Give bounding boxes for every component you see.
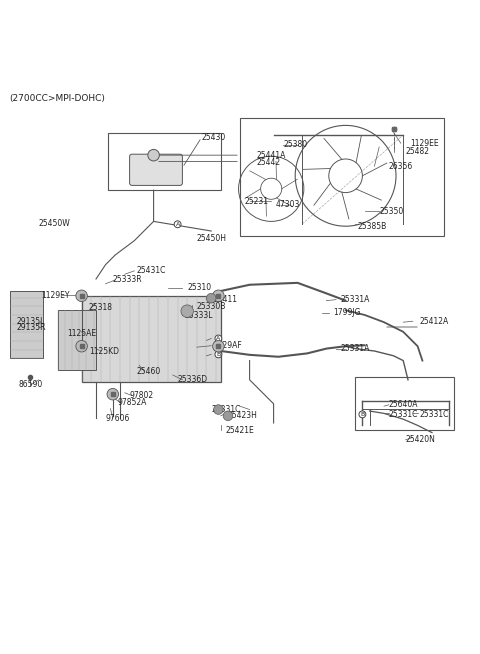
Text: 25441A: 25441A <box>257 150 286 160</box>
FancyBboxPatch shape <box>130 154 182 185</box>
Bar <box>355 377 454 430</box>
Text: B: B <box>360 412 364 417</box>
Circle shape <box>213 341 224 352</box>
Text: 29135L: 29135L <box>17 317 45 326</box>
Text: 47303: 47303 <box>276 200 300 209</box>
Bar <box>10 291 43 358</box>
Bar <box>108 133 221 190</box>
Text: 25421E: 25421E <box>226 426 254 435</box>
Text: 97802: 97802 <box>130 391 154 400</box>
Text: 25330B: 25330B <box>197 302 226 311</box>
Bar <box>58 310 96 370</box>
Text: 25231: 25231 <box>245 197 269 206</box>
Text: 1799JG: 1799JG <box>334 308 361 317</box>
Text: 25336D: 25336D <box>178 375 208 385</box>
Text: 25423H: 25423H <box>228 411 258 421</box>
Text: 1125KD: 1125KD <box>89 347 119 356</box>
Text: 1129EE: 1129EE <box>410 139 439 148</box>
Text: A: A <box>216 336 220 341</box>
Circle shape <box>214 405 223 415</box>
Circle shape <box>206 294 216 303</box>
Circle shape <box>107 388 119 400</box>
Text: 25350: 25350 <box>379 207 404 216</box>
Text: 25318: 25318 <box>89 303 113 313</box>
Text: 25640A: 25640A <box>389 400 418 409</box>
Circle shape <box>223 411 233 421</box>
Text: 25380: 25380 <box>283 140 307 149</box>
Text: 25411: 25411 <box>214 295 238 304</box>
Bar <box>240 118 444 236</box>
Text: 25331C: 25331C <box>211 405 240 414</box>
Circle shape <box>181 305 193 317</box>
Text: (2700CC>MPI-DOHC): (2700CC>MPI-DOHC) <box>10 94 106 103</box>
Bar <box>82 296 221 382</box>
Circle shape <box>148 149 159 161</box>
Text: 25412A: 25412A <box>420 317 449 326</box>
Text: 25442: 25442 <box>257 158 281 167</box>
Circle shape <box>76 290 87 301</box>
Text: 1129EY: 1129EY <box>41 291 69 300</box>
Text: 25431C: 25431C <box>137 266 166 275</box>
Text: 97606: 97606 <box>106 414 130 422</box>
Circle shape <box>213 290 224 301</box>
Text: 26356: 26356 <box>389 162 413 171</box>
Text: 25450H: 25450H <box>197 233 227 243</box>
Text: A: A <box>176 222 180 227</box>
Text: 25460: 25460 <box>137 367 161 375</box>
Text: B: B <box>216 352 220 357</box>
Text: 86590: 86590 <box>18 380 43 389</box>
Text: 25310: 25310 <box>187 283 211 292</box>
Text: 25331A: 25331A <box>341 344 370 353</box>
Text: 1129AF: 1129AF <box>214 341 242 351</box>
Text: 25331A: 25331A <box>341 295 370 304</box>
Text: 25331C: 25331C <box>420 410 449 419</box>
Text: 29135R: 29135R <box>17 323 46 332</box>
Circle shape <box>76 341 87 352</box>
Text: 25420N: 25420N <box>406 436 435 444</box>
Text: 25333L: 25333L <box>185 311 213 320</box>
Text: 25450W: 25450W <box>38 219 70 228</box>
Text: 97852A: 97852A <box>118 398 147 407</box>
Text: 25333R: 25333R <box>113 275 143 284</box>
Text: 25385B: 25385B <box>358 222 387 231</box>
Text: 25430: 25430 <box>202 133 226 142</box>
Text: 25482: 25482 <box>406 147 430 156</box>
Text: 25331C: 25331C <box>389 410 418 419</box>
Text: 1125AE: 1125AE <box>67 329 96 338</box>
